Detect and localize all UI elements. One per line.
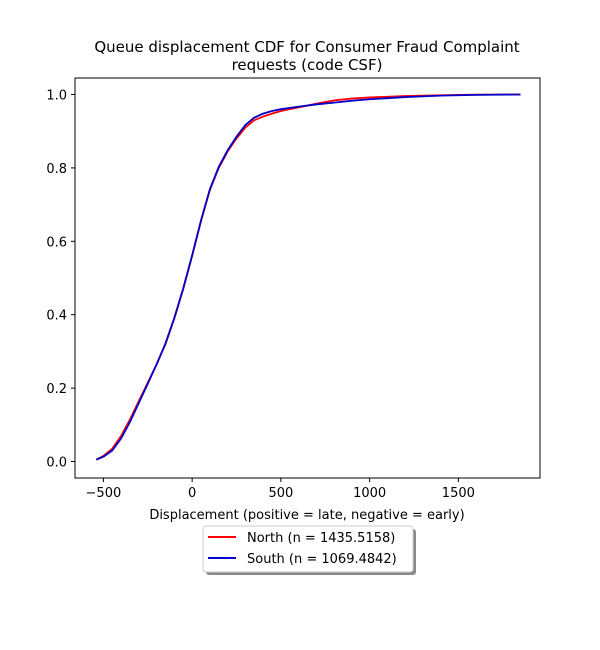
x-tick-label: 1500 [442,486,475,501]
chart-title-line-1: Queue displacement CDF for Consumer Frau… [94,38,519,56]
legend-label-south: South (n = 1069.4842) [247,552,397,567]
x-tick-label: 500 [268,486,293,501]
legend-box [202,525,414,573]
x-tick-label: 0 [188,486,196,501]
x-tick-label: −500 [86,486,122,501]
series-layer [95,93,521,461]
y-tick-label: 0.8 [46,162,67,177]
chart-title-line-2: requests (code CSF) [232,56,383,74]
x-tick-label: 1000 [353,486,386,501]
y-tick-label: 0.0 [46,455,67,470]
legend-label-north: North (n = 1435.5158) [247,531,395,546]
y-tick-label: 0.4 [46,309,67,324]
x-axis: −500 0 500 1000 1500 [86,478,475,501]
legend: North (n = 1435.5158) South (n = 1069.48… [202,525,416,575]
y-tick-label: 1.0 [46,89,67,104]
y-axis: 0.0 0.2 0.4 0.6 0.8 1.0 [46,89,75,470]
y-tick-label: 0.2 [46,382,67,397]
plot-frame [74,77,541,479]
y-tick-label: 0.6 [46,235,67,250]
series-line-north [95,93,521,461]
series-line-south [95,93,521,461]
x-axis-label: Displacement (positive = late, negative … [149,508,464,523]
